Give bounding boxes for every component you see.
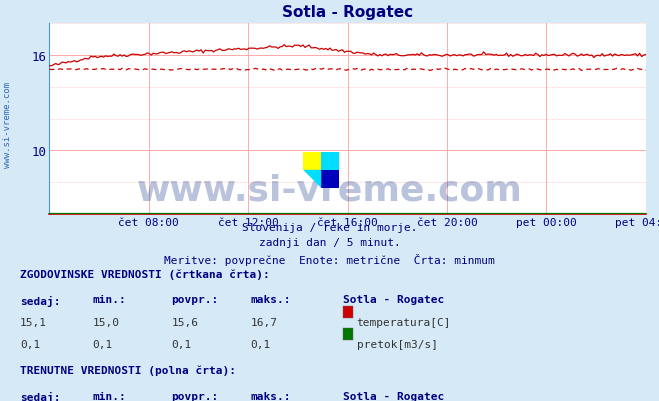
Text: www.si-vreme.com: www.si-vreme.com bbox=[3, 81, 13, 167]
Text: povpr.:: povpr.: bbox=[171, 295, 219, 305]
Text: Meritve: povprečne  Enote: metrične  Črta: minmum: Meritve: povprečne Enote: metrične Črta:… bbox=[164, 253, 495, 265]
Text: ZGODOVINSKE VREDNOSTI (črtkana črta):: ZGODOVINSKE VREDNOSTI (črtkana črta): bbox=[20, 269, 270, 279]
Text: 0,1: 0,1 bbox=[92, 339, 113, 349]
Text: Sotla - Rogatec: Sotla - Rogatec bbox=[343, 391, 444, 401]
Text: Slovenija / reke in morje.: Slovenija / reke in morje. bbox=[242, 223, 417, 233]
Text: min.:: min.: bbox=[92, 391, 126, 401]
Text: 15,0: 15,0 bbox=[92, 317, 119, 327]
Text: zadnji dan / 5 minut.: zadnji dan / 5 minut. bbox=[258, 238, 401, 248]
Text: 0,1: 0,1 bbox=[20, 339, 40, 349]
Text: pretok[m3/s]: pretok[m3/s] bbox=[357, 339, 438, 349]
Text: www.si-vreme.com: www.si-vreme.com bbox=[136, 174, 523, 207]
Text: povpr.:: povpr.: bbox=[171, 391, 219, 401]
Text: 16,7: 16,7 bbox=[250, 317, 277, 327]
Text: 0,1: 0,1 bbox=[171, 339, 192, 349]
Text: Sotla - Rogatec: Sotla - Rogatec bbox=[343, 295, 444, 305]
Text: 15,1: 15,1 bbox=[20, 317, 47, 327]
Title: Sotla - Rogatec: Sotla - Rogatec bbox=[282, 5, 413, 20]
Text: temperatura[C]: temperatura[C] bbox=[357, 317, 451, 327]
Text: 0,1: 0,1 bbox=[250, 339, 271, 349]
Text: sedaj:: sedaj: bbox=[20, 391, 60, 401]
Text: 15,6: 15,6 bbox=[171, 317, 198, 327]
Text: TRENUTNE VREDNOSTI (polna črta):: TRENUTNE VREDNOSTI (polna črta): bbox=[20, 365, 236, 375]
Text: sedaj:: sedaj: bbox=[20, 295, 60, 306]
Text: maks.:: maks.: bbox=[250, 295, 291, 305]
Text: maks.:: maks.: bbox=[250, 391, 291, 401]
Text: min.:: min.: bbox=[92, 295, 126, 305]
